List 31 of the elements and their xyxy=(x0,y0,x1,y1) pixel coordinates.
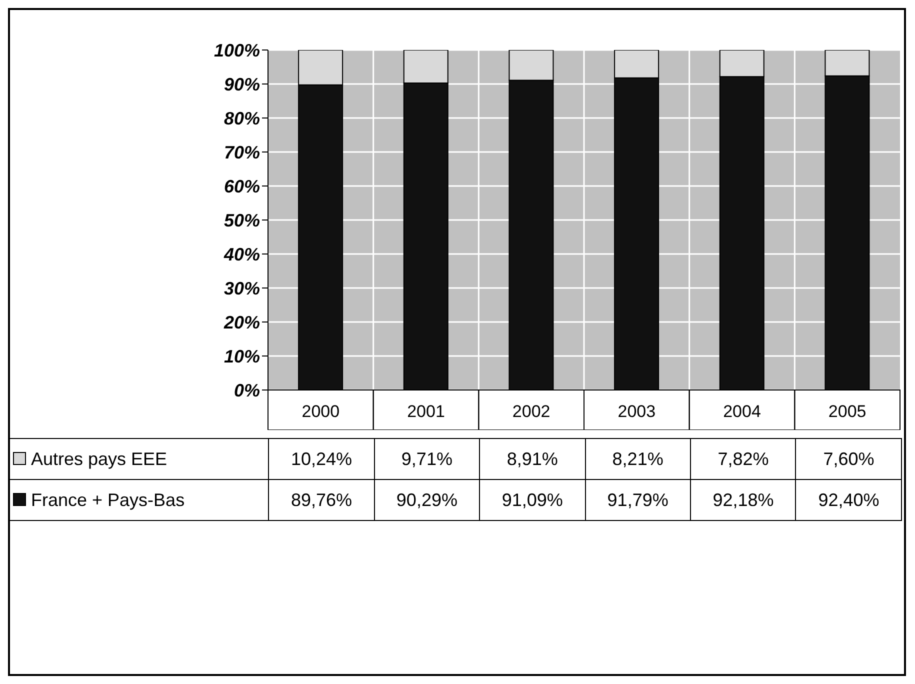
data-label: 92,40% xyxy=(796,480,902,520)
y-tick-label: 90% xyxy=(224,74,260,94)
data-label: 91,09% xyxy=(480,480,586,520)
data-label: 90,29% xyxy=(374,480,480,520)
y-tick-label: 70% xyxy=(224,142,260,162)
x-tick-label: 2002 xyxy=(512,402,550,421)
y-tick-label: 60% xyxy=(224,176,260,196)
data-label: 7,60% xyxy=(796,438,902,480)
data-label: 10,24% xyxy=(268,438,374,480)
y-tick-label: 30% xyxy=(224,278,260,298)
y-tick-label: 20% xyxy=(222,312,260,332)
x-tick-label: 2000 xyxy=(302,402,340,421)
data-label: 92,18% xyxy=(690,480,796,520)
y-tick-label: 10% xyxy=(224,346,260,366)
x-tick-label: 2004 xyxy=(723,402,761,421)
legend-label: Autres pays EEE xyxy=(8,438,269,480)
data-label: 89,76% xyxy=(268,480,374,520)
y-tick-label: 50% xyxy=(224,210,260,230)
data-label: 8,91% xyxy=(480,438,586,480)
x-tick-label: 2003 xyxy=(618,402,656,421)
data-label: 9,71% xyxy=(374,438,480,480)
x-tick-label: 2005 xyxy=(828,402,866,421)
legend-label: France + Pays-Bas xyxy=(8,480,269,520)
x-tick-label: 2001 xyxy=(407,402,445,421)
y-tick-label: 0% xyxy=(234,380,260,400)
y-tick-label: 100% xyxy=(214,40,260,60)
data-label: 7,82% xyxy=(690,438,796,480)
y-tick-label: 40% xyxy=(222,244,260,264)
data-label: 91,79% xyxy=(585,480,691,520)
data-label: 8,21% xyxy=(585,438,691,480)
y-tick-label: 80% xyxy=(224,108,260,128)
